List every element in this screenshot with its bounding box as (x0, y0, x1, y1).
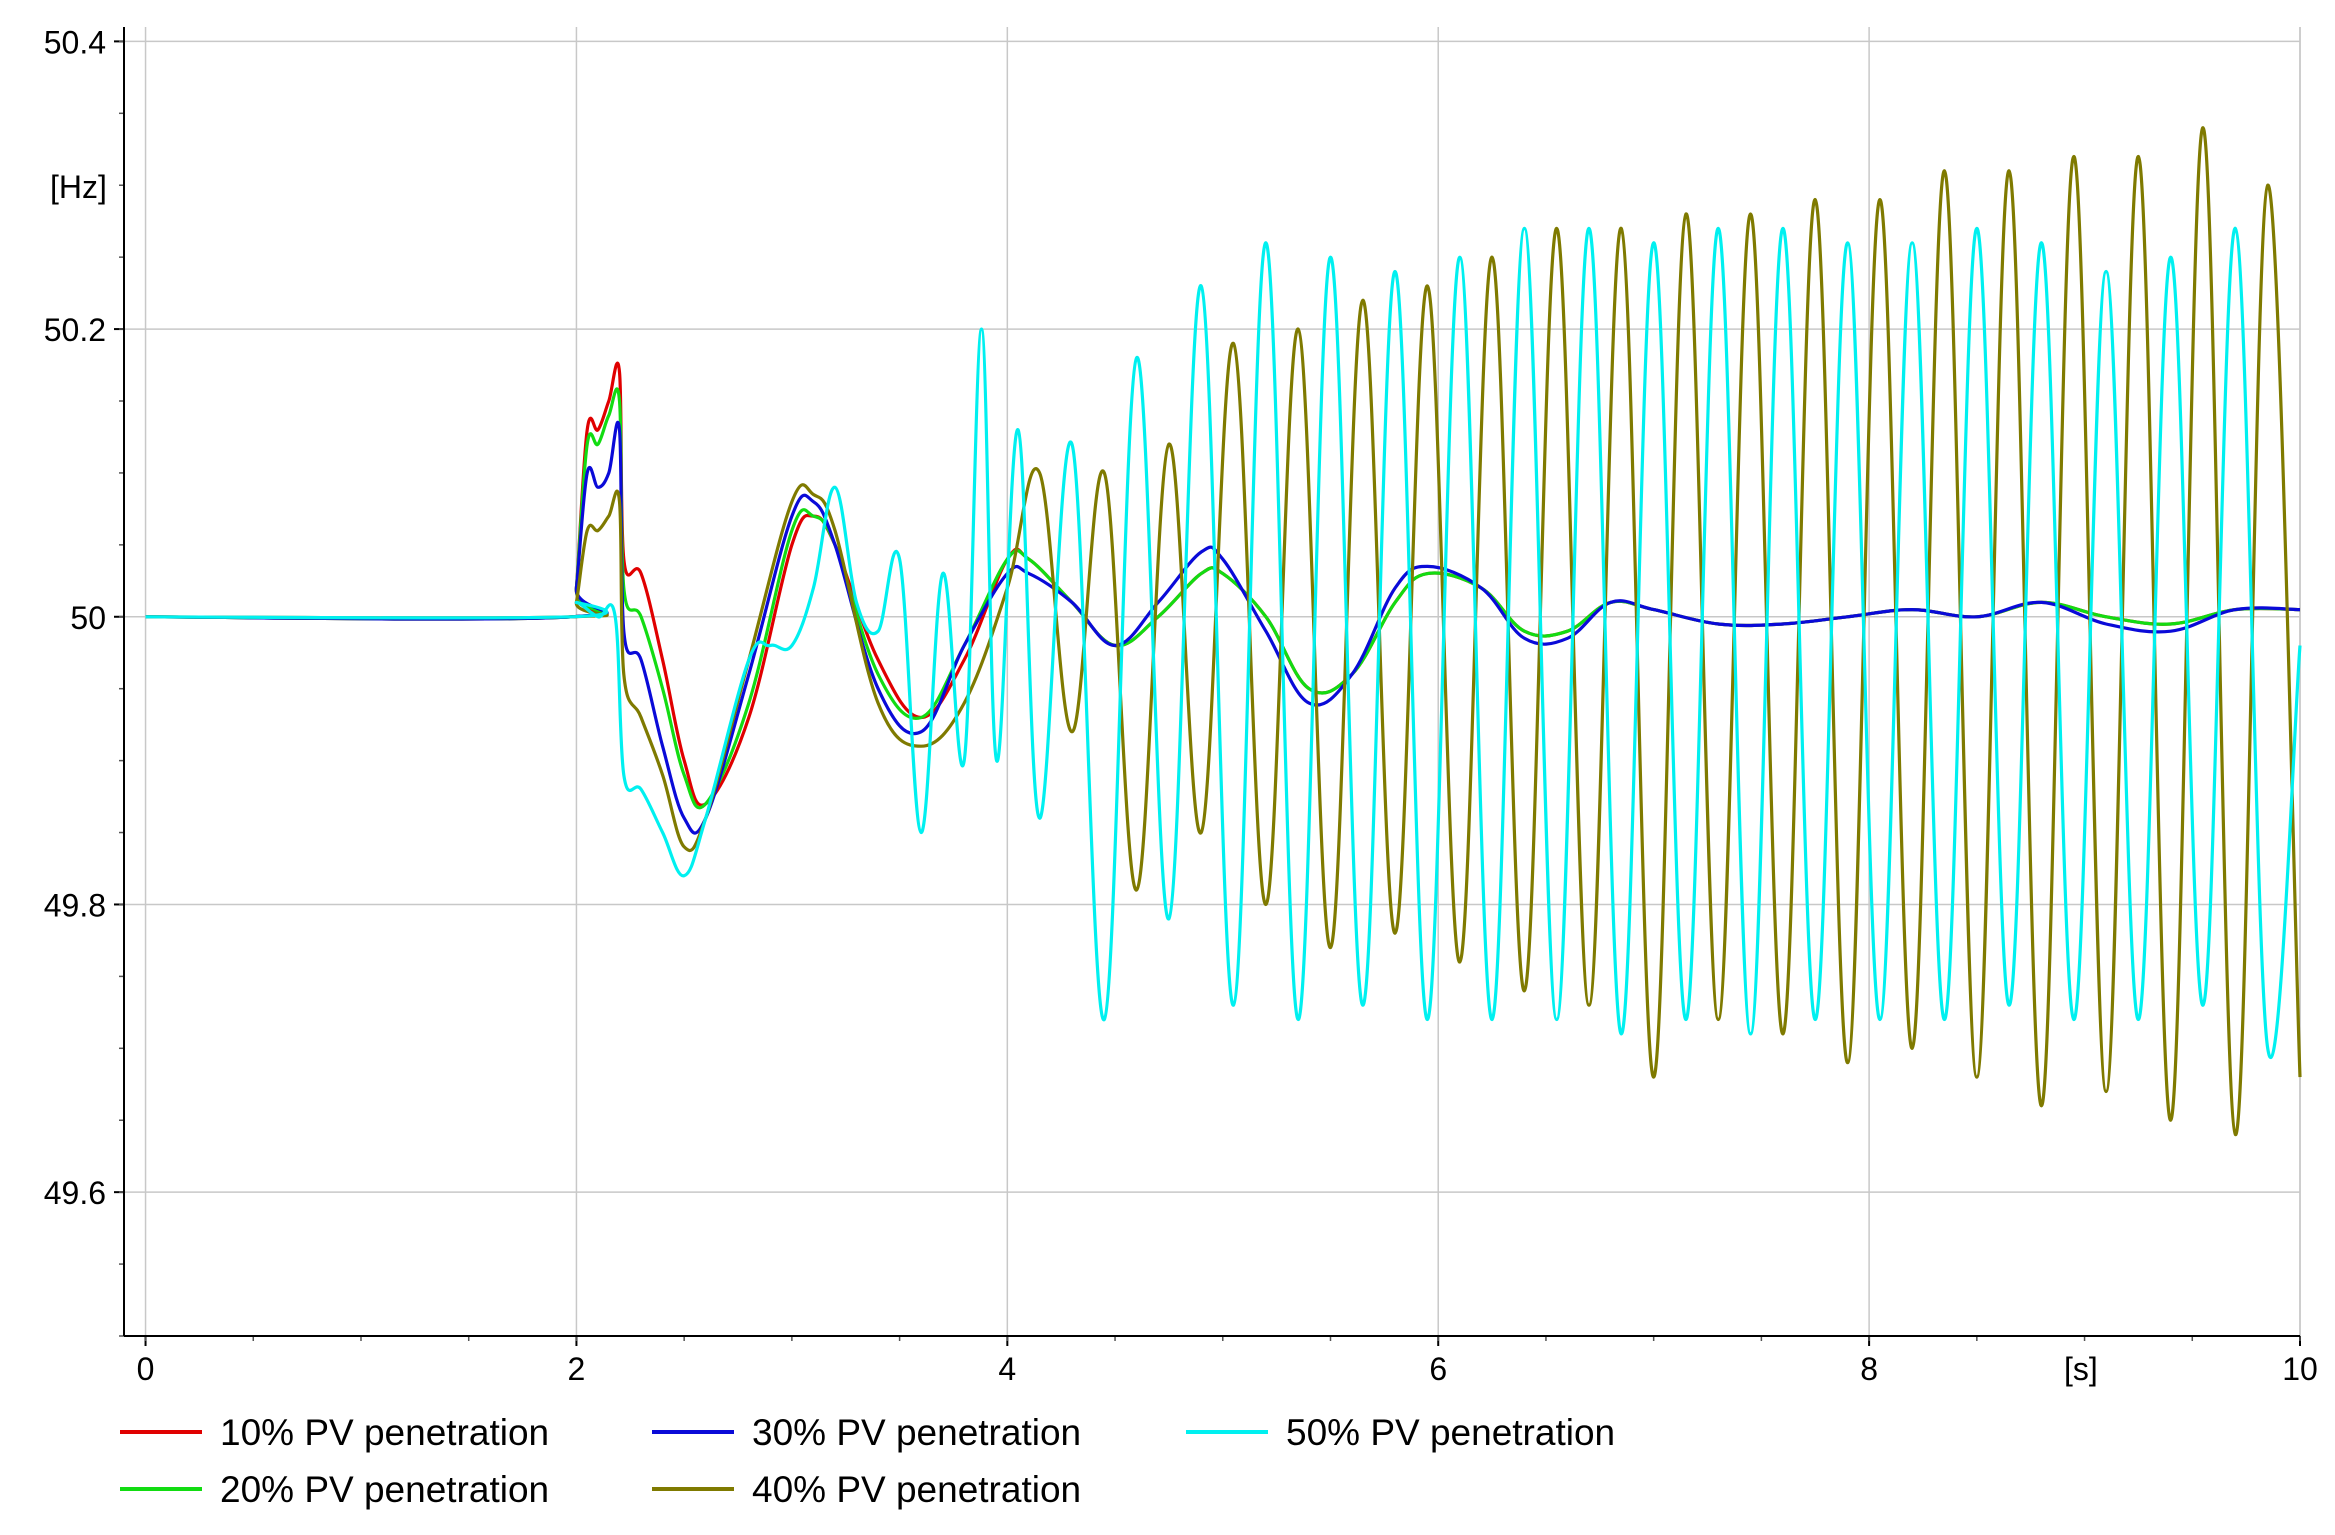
legend-item: 50% PV penetration (1186, 1412, 1615, 1453)
legend: 10% PV penetration 20% PV penetration 30% … (120, 1412, 1615, 1510)
y-axis-unit-label: [Hz] (50, 169, 107, 205)
minor-ticks (114, 40, 2301, 1346)
series-line-5 (145, 226, 2302, 1060)
x-tick-label: 4 (998, 1351, 1016, 1387)
axes (123, 27, 2300, 1337)
x-axis-unit-label: [s] (2064, 1351, 2098, 1387)
y-tick-label: 49.6 (44, 1175, 106, 1211)
legend-label: 30% PV penetration (752, 1412, 1081, 1453)
y-tick-label: 50 (70, 600, 106, 636)
legend-label: 40% PV penetration (752, 1469, 1081, 1510)
legend-item: 20% PV penetration (120, 1469, 549, 1510)
series-line-4 (145, 126, 2302, 1137)
y-tick-label: 50.4 (44, 24, 106, 60)
x-tick-label: 6 (1429, 1351, 1447, 1387)
tick-labels: 0 2 4 6 8 10 49.6 49.8 50 50.2 50.4 (44, 24, 2318, 1387)
x-tick-label: 2 (568, 1351, 586, 1387)
legend-item: 30% PV penetration (652, 1412, 1081, 1453)
legend-item: 10% PV penetration (120, 1412, 549, 1453)
legend-label: 20% PV penetration (220, 1469, 549, 1510)
x-tick-label: 10 (2282, 1351, 2318, 1387)
x-tick-label: 0 (137, 1351, 155, 1387)
legend-label: 10% PV penetration (220, 1412, 549, 1453)
x-tick-label: 8 (1860, 1351, 1878, 1387)
grid (124, 27, 2301, 1336)
y-tick-label: 49.8 (44, 887, 106, 923)
series-group (145, 126, 2302, 1137)
legend-item: 40% PV penetration (652, 1469, 1081, 1510)
y-tick-label: 50.2 (44, 312, 106, 348)
legend-label: 50% PV penetration (1286, 1412, 1615, 1453)
